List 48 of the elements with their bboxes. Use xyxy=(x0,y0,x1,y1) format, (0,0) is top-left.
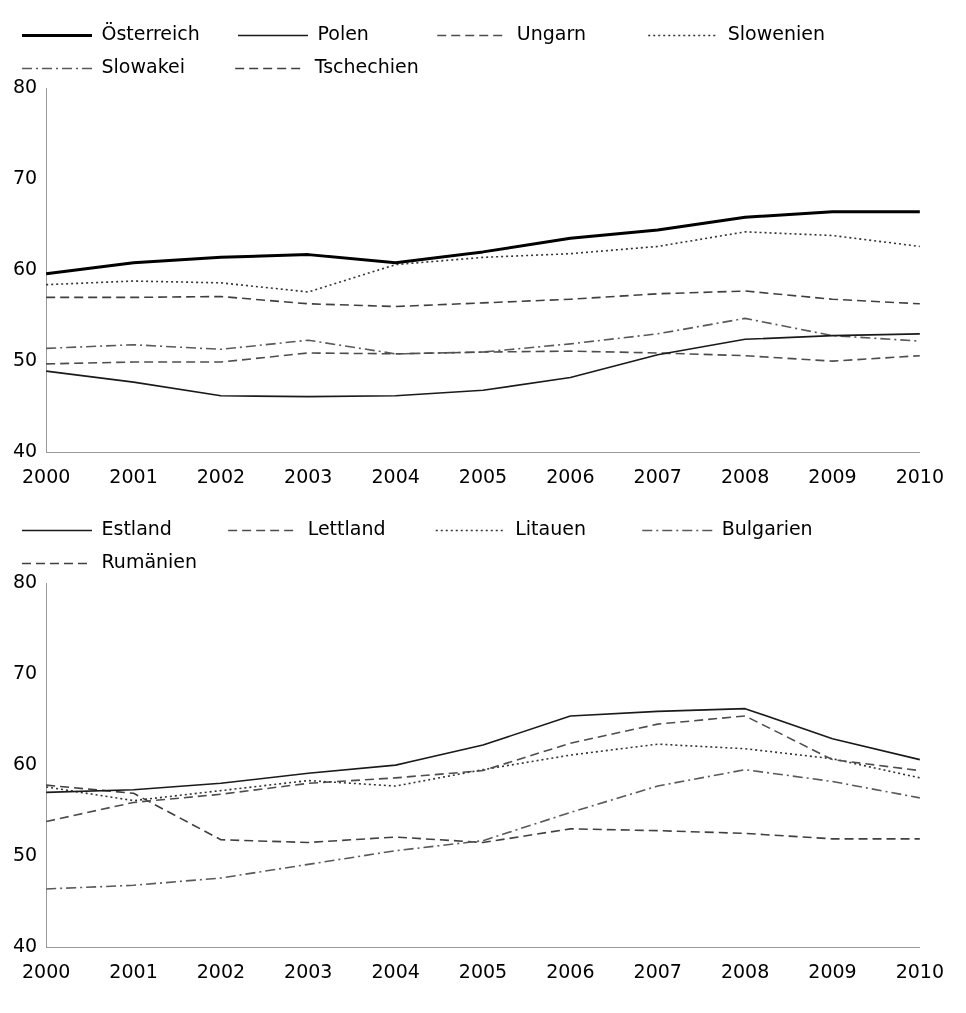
y-tick-label: 80 xyxy=(12,74,38,97)
legend-label: Ungarn xyxy=(516,22,635,45)
legend-label: Rumänien xyxy=(101,550,234,573)
legend-label: Lettland xyxy=(307,517,422,540)
x-tick-label: 2003 xyxy=(284,959,333,982)
legend-label: Polen xyxy=(317,22,424,45)
line-series xyxy=(45,290,921,308)
y-tick-label: 60 xyxy=(12,257,38,280)
x-tick-label: 2006 xyxy=(546,959,595,982)
x-tick-label: 2007 xyxy=(633,959,682,982)
legend-label: Litauen xyxy=(515,517,629,540)
x-tick-label: 2007 xyxy=(633,464,682,487)
x-tick-label: 2005 xyxy=(458,464,508,487)
line-series xyxy=(45,231,921,293)
x-tick-label: 2004 xyxy=(371,464,420,487)
y-tick-label: 50 xyxy=(12,843,38,866)
line-series xyxy=(45,784,921,844)
x-tick-label: 2009 xyxy=(808,464,857,487)
x-tick-label: 2001 xyxy=(109,959,158,982)
y-tick-label: 40 xyxy=(12,934,38,957)
x-tick-label: 2006 xyxy=(546,464,595,487)
legend-label: Österreich xyxy=(101,22,224,45)
x-tick-label: 2008 xyxy=(720,464,770,487)
x-tick-label: 2003 xyxy=(284,464,333,487)
x-tick-label: 2005 xyxy=(458,959,508,982)
legend-label: Tschechien xyxy=(313,55,443,78)
legend-label: Slowenien xyxy=(727,22,856,45)
legend-label: Slowakei xyxy=(101,55,222,78)
x-tick-label: 2008 xyxy=(720,959,770,982)
x-tick-label: 2010 xyxy=(895,464,944,487)
y-tick-label: 70 xyxy=(12,165,38,188)
x-tick-label: 2002 xyxy=(196,959,246,982)
x-tick-label: 2001 xyxy=(109,464,158,487)
x-tick-label: 2000 xyxy=(22,959,71,982)
line-series xyxy=(45,743,921,802)
legend-label: Estland xyxy=(101,517,215,540)
y-tick-label: 80 xyxy=(12,569,38,592)
x-tick-label: 2010 xyxy=(895,959,944,982)
y-tick-label: 70 xyxy=(12,660,38,683)
x-tick-label: 2004 xyxy=(371,959,420,982)
y-tick-label: 40 xyxy=(12,439,38,462)
legend-label: Bulgarien xyxy=(721,517,843,540)
y-tick-label: 60 xyxy=(12,752,38,775)
x-tick-label: 2002 xyxy=(196,464,246,487)
line-series xyxy=(45,768,921,890)
x-tick-label: 2000 xyxy=(22,464,71,487)
x-tick-label: 2009 xyxy=(808,959,857,982)
y-tick-label: 50 xyxy=(12,348,38,371)
